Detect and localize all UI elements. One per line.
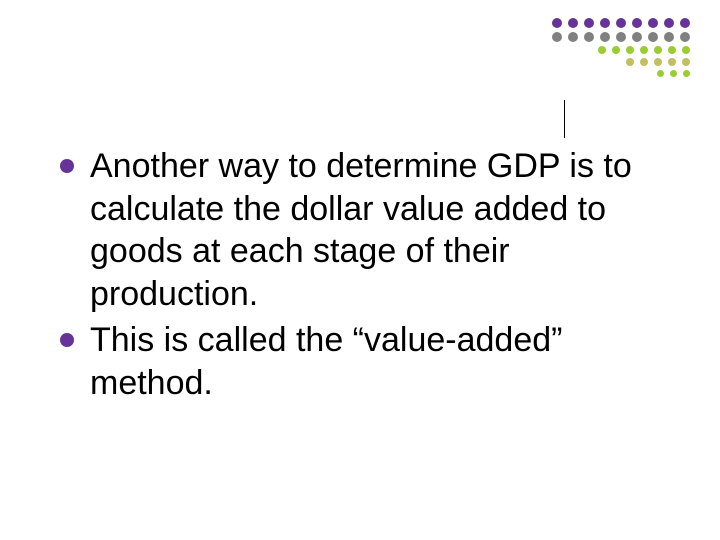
decor-dot: [612, 46, 620, 54]
decor-dot: [626, 46, 634, 54]
decor-dot: [670, 70, 677, 77]
bullet-text: Another way to determine GDP is to calcu…: [90, 147, 632, 313]
decor-dot: [648, 18, 658, 28]
decor-dot: [668, 46, 676, 54]
decor-dot: [680, 18, 690, 28]
decor-dot: [654, 46, 662, 54]
decor-dot: [626, 58, 634, 66]
decor-dot: [668, 58, 676, 66]
bullet-item: Another way to determine GDP is to calcu…: [60, 145, 650, 315]
decor-dot: [664, 32, 674, 42]
decor-dot: [616, 32, 626, 42]
decor-dot: [568, 32, 578, 42]
bullet-dot-icon: [60, 159, 74, 173]
decor-dot: [598, 46, 606, 54]
bullet-item: This is called the “value-added” method.: [60, 319, 650, 404]
decor-dot: [654, 58, 662, 66]
decor-dot: [682, 58, 690, 66]
decor-dot: [648, 32, 658, 42]
decor-dot: [584, 32, 594, 42]
decor-dot: [600, 18, 610, 28]
slide-body: Another way to determine GDP is to calcu…: [60, 145, 650, 408]
bullet-dot-icon: [60, 333, 74, 347]
corner-dot-decor: [546, 18, 690, 81]
decor-vertical-line: [564, 100, 565, 138]
decor-dot: [552, 18, 562, 28]
decor-dot: [632, 18, 642, 28]
bullet-text: This is called the “value-added” method.: [90, 321, 562, 402]
decor-dot: [682, 46, 690, 54]
decor-dot: [664, 18, 674, 28]
decor-dot: [552, 32, 562, 42]
decor-dot: [584, 18, 594, 28]
decor-dot: [640, 58, 648, 66]
decor-dot: [616, 18, 626, 28]
decor-dot: [568, 18, 578, 28]
decor-dot: [600, 32, 610, 42]
decor-dot: [632, 32, 642, 42]
decor-dot: [680, 32, 690, 42]
decor-dot: [640, 46, 648, 54]
decor-dot: [657, 70, 664, 77]
decor-dot: [683, 70, 690, 77]
